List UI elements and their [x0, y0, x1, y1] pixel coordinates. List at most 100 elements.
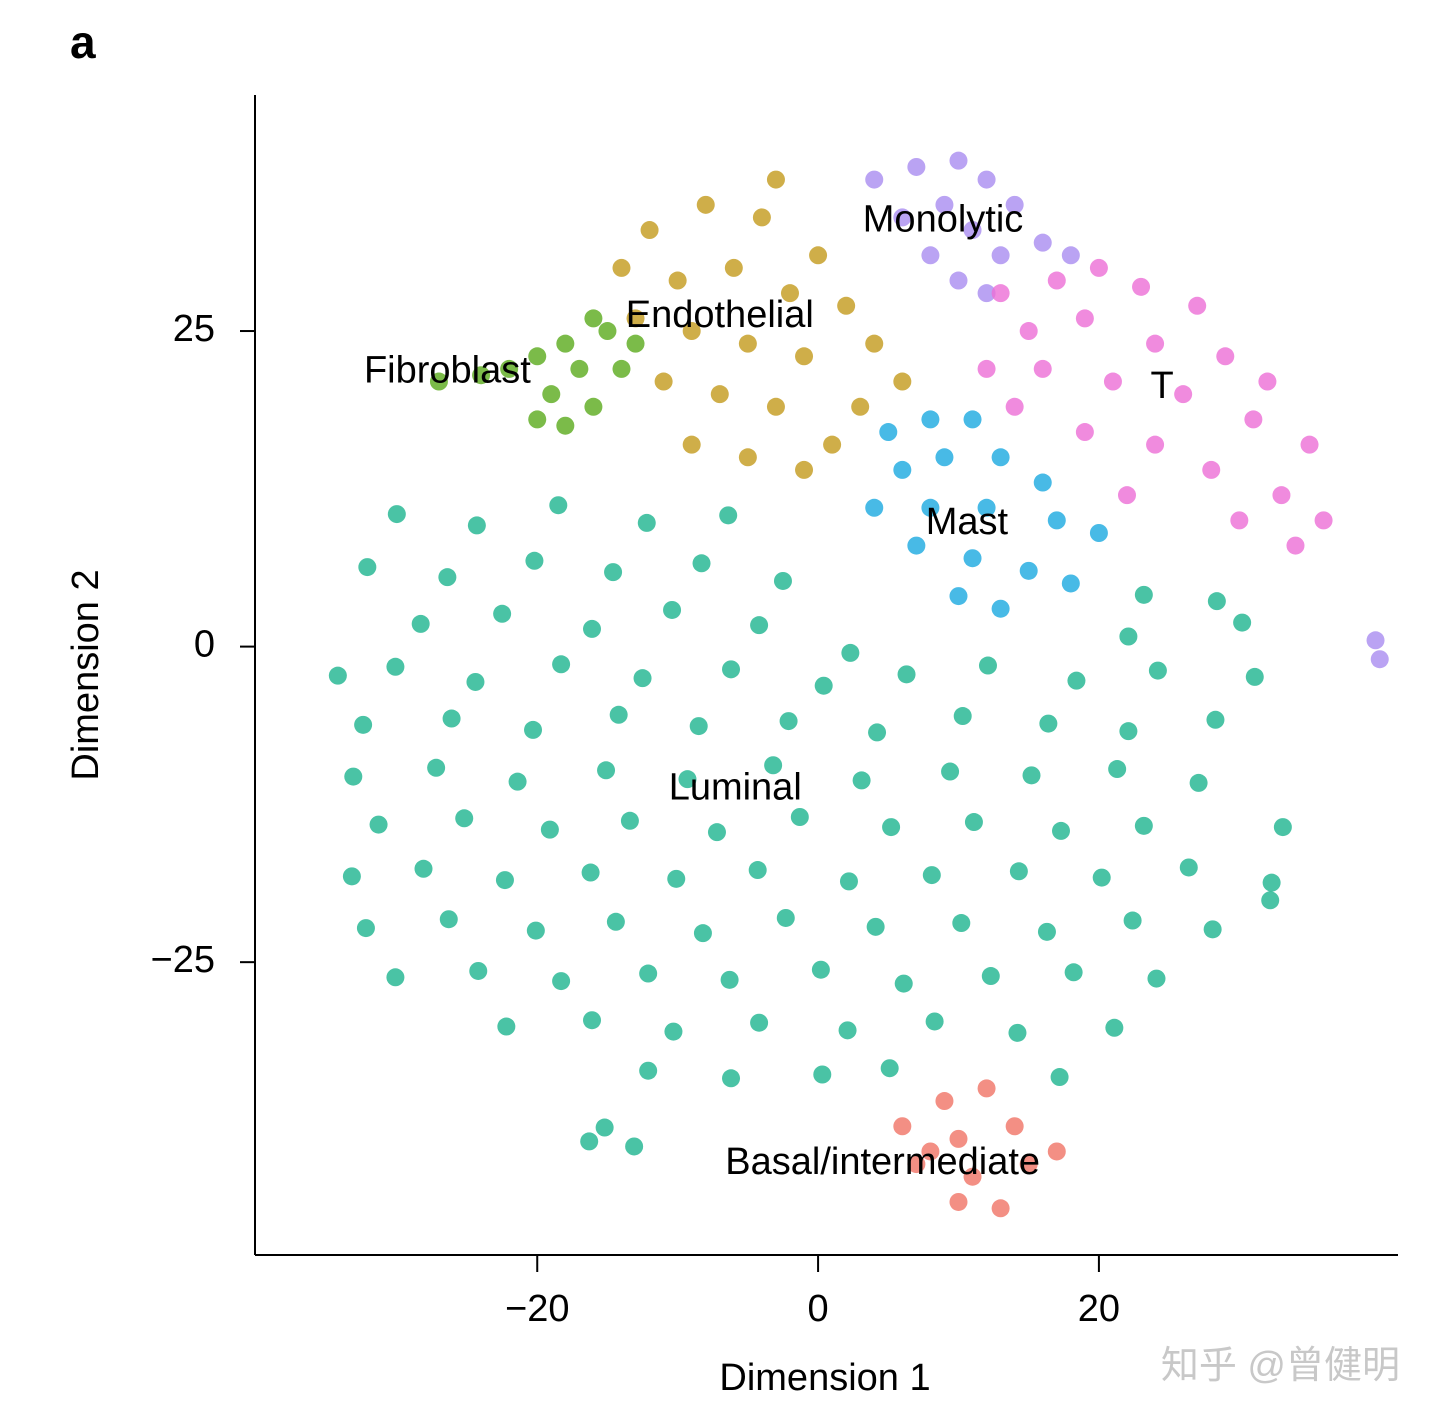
point — [1047, 271, 1066, 290]
point — [941, 762, 960, 781]
point — [813, 1065, 832, 1084]
point — [707, 823, 726, 842]
point — [524, 720, 543, 739]
point — [882, 818, 901, 837]
cluster-label: Monolytic — [863, 198, 1024, 240]
point — [897, 665, 916, 684]
point — [952, 914, 971, 933]
point — [852, 771, 871, 790]
point — [678, 770, 697, 789]
point — [497, 1017, 516, 1036]
point — [696, 195, 715, 214]
cluster-label: Mast — [926, 501, 1009, 543]
point — [668, 271, 687, 290]
point — [977, 498, 996, 517]
y-tick-label: −25 — [151, 939, 215, 981]
point — [991, 246, 1010, 265]
cluster-label: T — [1150, 365, 1173, 407]
point — [738, 448, 757, 467]
point — [949, 1129, 968, 1148]
point — [780, 284, 799, 303]
point — [598, 322, 617, 341]
point — [1273, 818, 1292, 837]
x-axis-label: Dimension 1 — [719, 1357, 930, 1399]
point — [935, 1092, 954, 1111]
point — [949, 1192, 968, 1211]
point — [1148, 661, 1167, 680]
point — [841, 643, 860, 662]
point — [1033, 473, 1052, 492]
point — [1314, 511, 1333, 530]
point — [1370, 650, 1389, 669]
point — [1123, 911, 1142, 930]
point — [663, 600, 682, 619]
point — [1009, 862, 1028, 881]
point — [719, 506, 738, 525]
point — [790, 808, 809, 827]
point — [1119, 722, 1138, 741]
point — [1022, 766, 1041, 785]
point — [1105, 1018, 1124, 1037]
point — [584, 309, 603, 328]
point — [386, 657, 405, 676]
point — [1244, 410, 1263, 429]
point — [722, 660, 741, 679]
point — [795, 460, 814, 479]
point — [1146, 334, 1165, 353]
point — [766, 170, 785, 189]
point — [1206, 710, 1225, 729]
point — [1037, 922, 1056, 941]
x-tick-label: 20 — [1078, 1288, 1120, 1330]
point — [1188, 296, 1207, 315]
point — [949, 151, 968, 170]
point — [921, 410, 940, 429]
point — [1005, 397, 1024, 416]
point — [963, 410, 982, 429]
point — [1047, 511, 1066, 530]
point — [1019, 1155, 1038, 1174]
point — [438, 568, 457, 587]
point — [604, 563, 623, 582]
point — [921, 246, 940, 265]
point — [795, 347, 814, 366]
point — [764, 756, 783, 775]
point — [1202, 460, 1221, 479]
point — [1119, 627, 1138, 646]
point — [779, 712, 798, 731]
point — [583, 1011, 602, 1030]
point — [358, 558, 377, 577]
point — [639, 964, 658, 983]
point — [837, 296, 856, 315]
point — [991, 448, 1010, 467]
point — [1005, 195, 1024, 214]
point — [1089, 523, 1108, 542]
point — [1108, 760, 1127, 779]
point — [411, 614, 430, 633]
panel-label: a — [70, 16, 96, 68]
point — [953, 707, 972, 726]
point — [977, 284, 996, 303]
point — [1272, 486, 1291, 505]
watermark: 知乎 @曾健明 — [1161, 1345, 1400, 1387]
point — [689, 717, 708, 736]
point — [427, 758, 446, 777]
point — [1033, 359, 1052, 378]
point — [1207, 592, 1226, 611]
point — [620, 811, 639, 830]
point — [964, 813, 983, 832]
point — [1005, 1117, 1024, 1136]
point — [1075, 309, 1094, 328]
point — [595, 1118, 614, 1137]
point — [1216, 347, 1235, 366]
point — [556, 416, 575, 435]
point — [1067, 671, 1086, 690]
point — [526, 921, 545, 940]
point — [978, 656, 997, 675]
point — [766, 397, 785, 416]
point — [493, 604, 512, 623]
point — [722, 1069, 741, 1088]
point — [1203, 920, 1222, 939]
point — [776, 908, 795, 927]
point — [612, 359, 631, 378]
point — [455, 809, 474, 828]
